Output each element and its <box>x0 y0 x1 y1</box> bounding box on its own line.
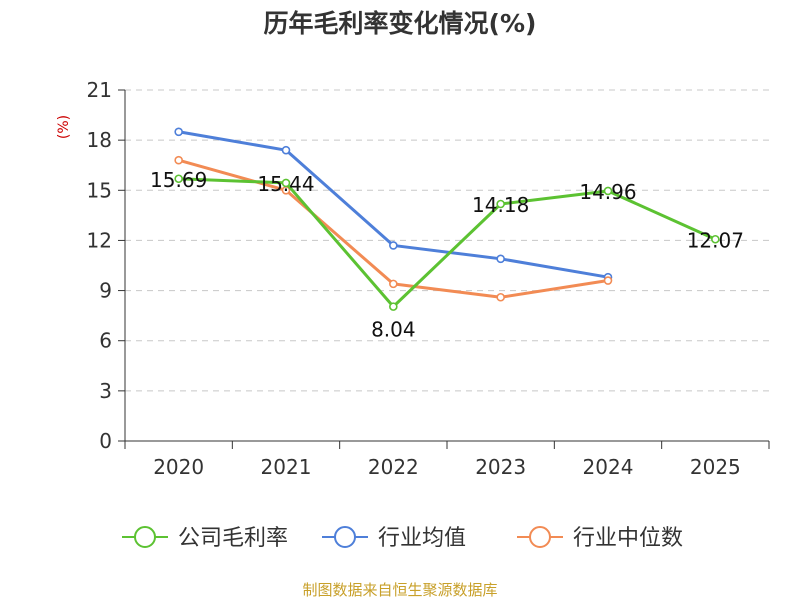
chart-title: 历年毛利率变化情况(%) <box>264 9 537 38</box>
series-point-2 <box>389 279 398 289</box>
series-point-2 <box>496 292 505 302</box>
series-point-0 <box>603 186 613 196</box>
series-point-2 <box>174 155 183 165</box>
data-label: 8.04 <box>371 318 416 342</box>
y-tick-label: 6 <box>99 329 112 353</box>
series-point-0 <box>496 199 505 209</box>
legend-item: 公司毛利率 <box>122 526 288 551</box>
x-tick-label: 2022 <box>368 455 419 479</box>
series-point-1 <box>389 241 398 250</box>
legend-item: 行业中位数 <box>517 526 683 551</box>
series-lines <box>174 127 720 311</box>
legend-marker <box>134 526 156 548</box>
series-line-0 <box>178 177 716 309</box>
legend-label: 行业均值 <box>378 526 466 551</box>
x-tick-label: 2025 <box>690 455 741 479</box>
legend-marker <box>334 526 356 548</box>
data-label: 14.96 <box>579 180 636 204</box>
y-tick-label: 0 <box>99 429 112 453</box>
y-tick-label: 9 <box>99 279 112 303</box>
series-point-0 <box>174 174 183 184</box>
y-tick-label: 15 <box>87 178 112 202</box>
source-note: 制图数据来自恒生聚源数据库 <box>302 581 497 599</box>
data-label: 14.18 <box>472 193 529 217</box>
series-point-1 <box>281 145 291 155</box>
y-axis-unit-label: (%) <box>56 115 72 139</box>
x-tick-label: 2020 <box>153 455 204 479</box>
y-tick-label: 3 <box>99 379 112 403</box>
x-tick-label: 2021 <box>261 455 312 479</box>
series-point-2 <box>603 276 613 285</box>
y-tick-label: 12 <box>87 228 112 252</box>
series-point-0 <box>711 234 720 244</box>
grid-lines <box>125 89 769 392</box>
legend-marker <box>529 526 551 548</box>
series-point-1 <box>174 127 183 137</box>
y-tick-label: 21 <box>87 78 112 102</box>
data-label: 15.69 <box>150 168 207 192</box>
series-point-1 <box>496 254 505 264</box>
x-tick-label: 2024 <box>583 455 634 479</box>
legend-label: 行业中位数 <box>573 526 683 551</box>
legend: 公司毛利率 行业均值 行业中位数 <box>122 526 683 551</box>
legend-label: 公司毛利率 <box>178 526 288 551</box>
data-label: 12.07 <box>687 228 744 252</box>
series-line-1 <box>178 130 609 279</box>
data-label: 15.44 <box>257 172 314 196</box>
y-tick-label: 18 <box>87 128 112 152</box>
axes: 0 3 6 9 12 15 18 21 2020 2021 2022 2023 2024 2025 <box>87 78 770 479</box>
series-point-0 <box>281 178 291 188</box>
data-labels: 15.69 15.44 8.04 14.18 14.96 12.07 <box>150 168 744 342</box>
series-point-0 <box>389 302 398 311</box>
x-tick-label: 2023 <box>475 455 526 479</box>
legend-item: 行业均值 <box>322 526 466 551</box>
